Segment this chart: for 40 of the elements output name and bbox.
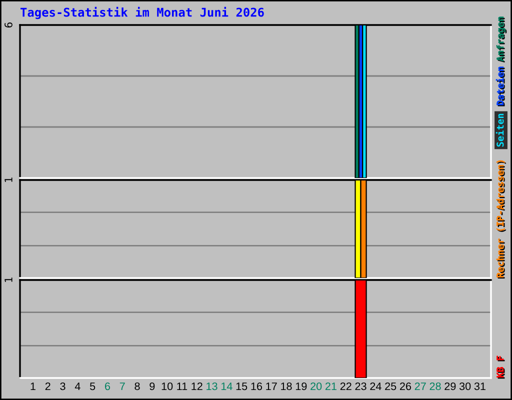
x-tick-label: 5 (90, 382, 96, 390)
x-tick-label: 26 (400, 382, 412, 390)
text: Anfragen (496, 16, 507, 62)
x-tick-label: 3 (60, 382, 66, 390)
x-tick-label: 22 (340, 382, 352, 390)
x-tick-label: 1 (30, 382, 36, 390)
x-tick-label: 30 (459, 382, 471, 390)
x-tick-label: 10 (162, 382, 173, 390)
x-tick-label: 7 (120, 382, 125, 390)
x-tick-label: 15 (236, 382, 248, 390)
x-tick-label: 12 (192, 382, 202, 390)
x-tick-label: 29 (444, 382, 456, 390)
x-tick-label: 4 (74, 382, 80, 390)
x-tick-label: 23 (355, 382, 366, 390)
y-tick-label: 1 (4, 278, 12, 282)
x-tick-label: 31 (474, 382, 486, 390)
text: KB F (496, 356, 505, 379)
x-tick-label: 11 (177, 382, 188, 390)
x-tick-label: 27 (414, 382, 426, 390)
x-tick-label: 28 (430, 382, 441, 390)
x-tick-label: 16 (251, 382, 262, 390)
x-tick-label: 18 (281, 382, 292, 390)
x-tick-label: 21 (325, 382, 336, 390)
chart-title: Tages-Statistik im Monat Juni 2026 (20, 6, 264, 20)
x-tick-label: 19 (296, 382, 307, 390)
text: Rechner (IP-Adressen) (496, 160, 506, 278)
x-tick-label: 2 (45, 382, 50, 390)
x-tick-label: 8 (134, 382, 140, 390)
text: Seiten (496, 114, 504, 147)
x-tick-label: 25 (385, 382, 396, 390)
x-tick-label: 14 (221, 382, 232, 390)
y-tick-label: 6 (4, 22, 12, 28)
x-tick-label: 17 (266, 382, 277, 390)
x-tick-label: 9 (150, 382, 155, 390)
x-tick-label: 20 (310, 382, 322, 390)
x-tick-label: 6 (105, 382, 110, 390)
y-tick-label: 1 (4, 178, 12, 182)
x-tick-label: 24 (370, 382, 382, 390)
x-tick-label: 13 (206, 382, 218, 390)
text: Dateien (496, 66, 505, 106)
